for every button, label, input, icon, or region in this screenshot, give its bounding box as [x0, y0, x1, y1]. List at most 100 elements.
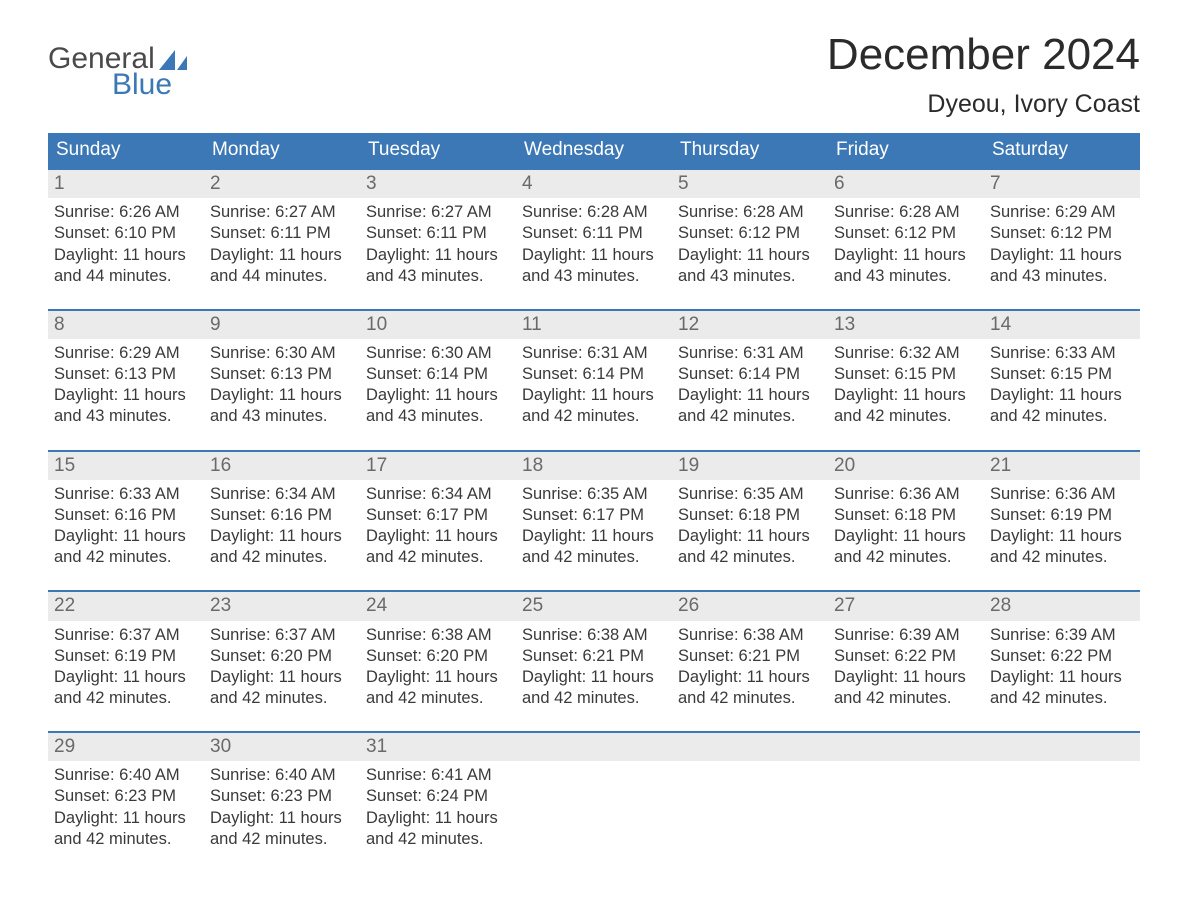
sunset-line: Sunset: 6:12 PM: [678, 223, 822, 244]
calendar-day: 25Sunrise: 6:38 AMSunset: 6:21 PMDayligh…: [516, 592, 672, 713]
sunrise-line: Sunrise: 6:29 AM: [990, 202, 1134, 223]
daylight-line-1: Daylight: 11 hours: [990, 245, 1134, 266]
day-header: Tuesday: [360, 133, 516, 168]
calendar-day: 21Sunrise: 6:36 AMSunset: 6:19 PMDayligh…: [984, 452, 1140, 573]
daylight-line-1: Daylight: 11 hours: [522, 526, 666, 547]
day-number: 23: [204, 592, 360, 620]
sunrise-line: Sunrise: 6:37 AM: [54, 625, 198, 646]
sunset-line: Sunset: 6:23 PM: [210, 786, 354, 807]
daylight-line-1: Daylight: 11 hours: [366, 245, 510, 266]
day-body: Sunrise: 6:40 AMSunset: 6:23 PMDaylight:…: [48, 761, 204, 853]
day-number: 1: [48, 170, 204, 198]
daylight-line-1: Daylight: 11 hours: [834, 667, 978, 688]
sunrise-line: Sunrise: 6:38 AM: [522, 625, 666, 646]
sunrise-line: Sunrise: 6:41 AM: [366, 765, 510, 786]
daylight-line-1: Daylight: 11 hours: [522, 667, 666, 688]
daylight-line-2: and 42 minutes.: [834, 688, 978, 709]
sunset-line: Sunset: 6:14 PM: [522, 364, 666, 385]
daylight-line-1: Daylight: 11 hours: [678, 385, 822, 406]
sunset-line: Sunset: 6:11 PM: [522, 223, 666, 244]
daylight-line-1: Daylight: 11 hours: [366, 667, 510, 688]
calendar-day: 7Sunrise: 6:29 AMSunset: 6:12 PMDaylight…: [984, 170, 1140, 291]
day-body: Sunrise: 6:28 AMSunset: 6:12 PMDaylight:…: [828, 198, 984, 290]
sunrise-line: Sunrise: 6:35 AM: [522, 484, 666, 505]
day-body: Sunrise: 6:27 AMSunset: 6:11 PMDaylight:…: [204, 198, 360, 290]
calendar-week: 15Sunrise: 6:33 AMSunset: 6:16 PMDayligh…: [48, 450, 1140, 573]
day-body: Sunrise: 6:39 AMSunset: 6:22 PMDaylight:…: [984, 621, 1140, 713]
sunrise-line: Sunrise: 6:38 AM: [678, 625, 822, 646]
sunrise-line: Sunrise: 6:38 AM: [366, 625, 510, 646]
daylight-line-1: Daylight: 11 hours: [678, 526, 822, 547]
sunrise-line: Sunrise: 6:40 AM: [54, 765, 198, 786]
calendar-body: 1 Sunrise: 6:26 AMSunset: 6:10 PM Daylight…: [48, 168, 1140, 854]
daylight-line-1: Daylight: 11 hours: [54, 808, 198, 829]
daylight-line-2: and 43 minutes.: [834, 266, 978, 287]
sail-icon: [159, 50, 187, 70]
day-number: 13: [828, 311, 984, 339]
daylight-line-2: and 44 minutes.: [54, 266, 198, 287]
calendar-day: 6Sunrise: 6:28 AMSunset: 6:12 PMDaylight…: [828, 170, 984, 291]
day-body: Sunrise: 6:29 AMSunset: 6:12 PMDaylight:…: [984, 198, 1140, 290]
sunrise-line: Sunrise: 6:36 AM: [834, 484, 978, 505]
day-body: Sunrise: 6:28 AMSunset: 6:11 PMDaylight:…: [516, 198, 672, 290]
calendar-week: 8Sunrise: 6:29 AMSunset: 6:13 PMDaylight…: [48, 309, 1140, 432]
daylight-line-1: Daylight: 11 hours: [210, 808, 354, 829]
calendar-day: 10Sunrise: 6:30 AMSunset: 6:14 PMDayligh…: [360, 311, 516, 432]
sunset-line: Sunset: 6:15 PM: [834, 364, 978, 385]
day-body: Sunrise: 6:31 AMSunset: 6:14 PMDaylight:…: [516, 339, 672, 431]
day-header: Thursday: [672, 133, 828, 168]
daylight-line-2: and 43 minutes.: [522, 266, 666, 287]
day-body: Sunrise: 6:38 AMSunset: 6:20 PMDaylight:…: [360, 621, 516, 713]
day-number: 11: [516, 311, 672, 339]
sunrise-line: Sunrise: 6:27 AM: [366, 202, 510, 223]
day-number: 17: [360, 452, 516, 480]
day-number: 19: [672, 452, 828, 480]
daylight-line-2: and 42 minutes.: [522, 406, 666, 427]
calendar-day: 22Sunrise: 6:37 AMSunset: 6:19 PMDayligh…: [48, 592, 204, 713]
sunrise-line: Sunrise: 6:27 AM: [210, 202, 354, 223]
calendar-day: 12Sunrise: 6:31 AMSunset: 6:14 PMDayligh…: [672, 311, 828, 432]
calendar-day: 27Sunrise: 6:39 AMSunset: 6:22 PMDayligh…: [828, 592, 984, 713]
day-header: Monday: [204, 133, 360, 168]
daylight-line-1: Daylight: 11 hours: [834, 526, 978, 547]
day-body: Sunrise: 6:34 AMSunset: 6:16 PMDaylight:…: [204, 480, 360, 572]
sunrise-line: Sunrise: 6:26 AM: [54, 202, 198, 223]
calendar-day: 13Sunrise: 6:32 AMSunset: 6:15 PMDayligh…: [828, 311, 984, 432]
day-header: Sunday: [48, 133, 204, 168]
day-number: 7: [984, 170, 1140, 198]
sunrise-line: Sunrise: 6:29 AM: [54, 343, 198, 364]
day-body: Sunrise: 6:31 AMSunset: 6:14 PMDaylight:…: [672, 339, 828, 431]
daylight-line-2: and 43 minutes.: [366, 266, 510, 287]
day-body: Sunrise: 6:30 AMSunset: 6:13 PMDaylight:…: [204, 339, 360, 431]
month-title: December 2024: [827, 30, 1140, 80]
sunset-line: Sunset: 6:13 PM: [54, 364, 198, 385]
calendar-day: 9Sunrise: 6:30 AMSunset: 6:13 PMDaylight…: [204, 311, 360, 432]
sunset-line: Sunset: 6:11 PM: [366, 223, 510, 244]
day-number: 31: [360, 733, 516, 761]
daylight-line-1: Daylight: 11 hours: [366, 385, 510, 406]
day-body: Sunrise: 6:33 AMSunset: 6:16 PMDaylight:…: [48, 480, 204, 572]
calendar: SundayMondayTuesdayWednesdayThursdayFrid…: [48, 133, 1140, 854]
day-body: Sunrise: 6:37 AMSunset: 6:19 PMDaylight:…: [48, 621, 204, 713]
sunset-line: Sunset: 6:16 PM: [54, 505, 198, 526]
calendar-day: [828, 733, 984, 854]
day-number: 25: [516, 592, 672, 620]
daylight-line-2: and 42 minutes.: [54, 547, 198, 568]
sunrise-line: Sunrise: 6:31 AM: [678, 343, 822, 364]
day-header: Friday: [828, 133, 984, 168]
calendar-day: [984, 733, 1140, 854]
day-number: 10: [360, 311, 516, 339]
sunset-line: Sunset: 6:16 PM: [210, 505, 354, 526]
day-body: Sunrise: 6:32 AMSunset: 6:15 PMDaylight:…: [828, 339, 984, 431]
calendar-day: 11Sunrise: 6:31 AMSunset: 6:14 PMDayligh…: [516, 311, 672, 432]
sunrise-line: Sunrise: 6:32 AM: [834, 343, 978, 364]
daylight-line-2: and 42 minutes.: [834, 406, 978, 427]
day-number: 28: [984, 592, 1140, 620]
day-number: 15: [48, 452, 204, 480]
sunset-line: Sunset: 6:10 PM: [54, 223, 198, 244]
calendar-week: 22Sunrise: 6:37 AMSunset: 6:19 PMDayligh…: [48, 590, 1140, 713]
daylight-line-1: Daylight: 11 hours: [210, 245, 354, 266]
day-body: Sunrise: 6:37 AMSunset: 6:20 PMDaylight:…: [204, 621, 360, 713]
calendar-day: 5Sunrise: 6:28 AMSunset: 6:12 PMDaylight…: [672, 170, 828, 291]
day-number: 3: [360, 170, 516, 198]
